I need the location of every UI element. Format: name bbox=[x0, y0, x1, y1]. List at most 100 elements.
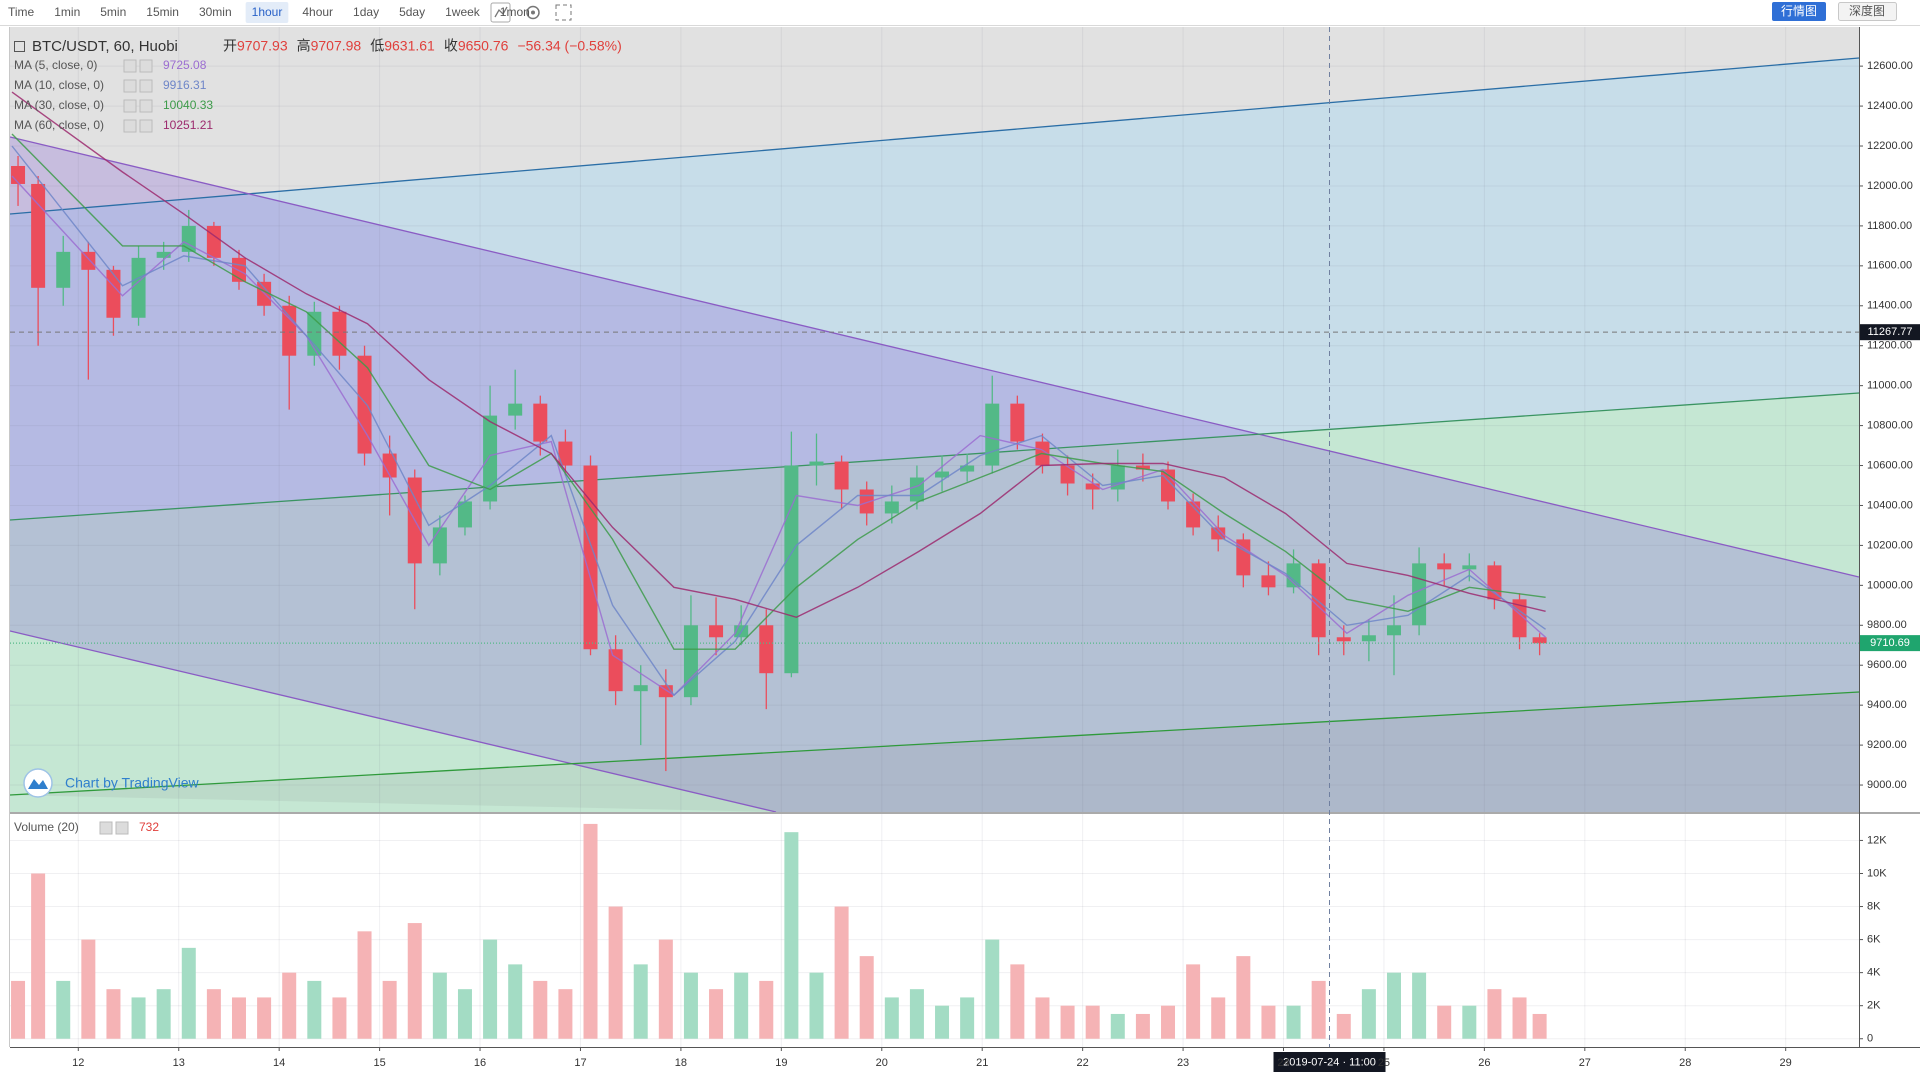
volume-bar bbox=[533, 980, 548, 1039]
indicator-button[interactable] bbox=[490, 2, 511, 23]
y-tick-label: 10200.00 bbox=[1867, 539, 1913, 551]
chart-view-button[interactable] bbox=[1772, 2, 1826, 21]
x-tick-label: 25 bbox=[1378, 1057, 1390, 1069]
ma-legend-value: 9725.08 bbox=[163, 58, 207, 72]
drawings bbox=[10, 27, 1859, 812]
volume-bar bbox=[1336, 1013, 1351, 1039]
volume-bar bbox=[859, 956, 874, 1039]
ma-remove[interactable] bbox=[139, 99, 153, 113]
trend-line[interactable] bbox=[10, 392, 1859, 521]
x-tick-label: 15 bbox=[373, 1057, 385, 1069]
y-tick-label: 12600.00 bbox=[1867, 60, 1913, 72]
volume-remove[interactable] bbox=[115, 821, 129, 835]
ma-line bbox=[11, 133, 1546, 650]
y-tick-label: 11400.00 bbox=[1867, 300, 1912, 312]
volume-bar bbox=[282, 972, 297, 1039]
volume-bar bbox=[1311, 980, 1326, 1039]
ma-settings[interactable] bbox=[123, 119, 137, 133]
depth-view-button[interactable] bbox=[1838, 2, 1897, 21]
ma-line bbox=[11, 145, 1547, 697]
volume-bar bbox=[734, 972, 749, 1039]
interval-button[interactable]: 5day bbox=[399, 5, 425, 19]
candle-body bbox=[658, 685, 673, 698]
tradingview-logo[interactable] bbox=[23, 768, 53, 798]
crosshair-time-box bbox=[1273, 1052, 1386, 1072]
y-tick-label: 10600.00 bbox=[1867, 459, 1913, 471]
interval-button[interactable]: 15min bbox=[146, 5, 179, 19]
volume-bar bbox=[1487, 989, 1502, 1039]
ma-remove[interactable] bbox=[139, 59, 153, 73]
candle-body bbox=[608, 649, 623, 692]
candle-body bbox=[985, 403, 1000, 466]
settings-button[interactable] bbox=[526, 5, 540, 20]
volume-bar bbox=[106, 989, 121, 1039]
y-tick-label: 9600.00 bbox=[1867, 659, 1907, 671]
watermark[interactable]: Chart by TradingView bbox=[65, 775, 199, 791]
interval-button[interactable]: 1hour bbox=[252, 5, 283, 19]
interval-button[interactable]: 4hour bbox=[302, 5, 333, 19]
ma-settings[interactable] bbox=[123, 99, 137, 113]
candle-body bbox=[1135, 465, 1150, 470]
volume-bar bbox=[1186, 964, 1201, 1039]
candle-body bbox=[1386, 625, 1401, 636]
candle-body bbox=[1437, 563, 1452, 570]
interval-button[interactable]: 1min bbox=[54, 5, 80, 19]
interval-button[interactable]: 1mon bbox=[500, 5, 530, 19]
ma-legend-name: MA (30, close, 0) bbox=[14, 98, 104, 112]
trend-line[interactable] bbox=[10, 691, 1859, 796]
y-tick-label: 12400.00 bbox=[1867, 100, 1913, 112]
toolbar bbox=[0, 0, 1920, 25]
ohlc-label: 低 bbox=[370, 38, 384, 54]
candle-body bbox=[282, 305, 297, 356]
volume-bar bbox=[457, 989, 472, 1039]
volume-settings[interactable] bbox=[99, 821, 113, 835]
volume-bar bbox=[834, 906, 849, 1039]
volume-bar bbox=[1035, 997, 1050, 1039]
volume-bar bbox=[332, 997, 347, 1039]
volume-bar bbox=[1437, 1005, 1452, 1039]
y-tick-label: 9400.00 bbox=[1867, 699, 1907, 711]
interval-button[interactable]: 1week bbox=[445, 5, 481, 19]
y-tick-label: 9000.00 bbox=[1867, 779, 1907, 791]
ohlc-value: 9631.61 bbox=[384, 38, 435, 54]
x-tick-label: 29 bbox=[1780, 1057, 1792, 1069]
interval-button[interactable]: 30min bbox=[199, 5, 232, 19]
x-tick-label: 18 bbox=[675, 1057, 687, 1069]
ma-remove[interactable] bbox=[139, 79, 153, 93]
ma-remove[interactable] bbox=[139, 119, 153, 133]
depth-view-label[interactable]: 深度图 bbox=[1849, 3, 1885, 18]
fullscreen-button[interactable] bbox=[555, 4, 572, 21]
candle-body bbox=[1186, 501, 1201, 528]
candle-body bbox=[382, 453, 397, 478]
volume-bar bbox=[357, 931, 372, 1039]
volume-bar bbox=[985, 939, 1000, 1039]
volume-bar bbox=[1462, 1005, 1477, 1039]
ma-settings[interactable] bbox=[123, 79, 137, 93]
collapse-icon[interactable] bbox=[14, 41, 25, 52]
x-tick-label: 19 bbox=[775, 1057, 787, 1069]
interval-button[interactable]: 5min bbox=[100, 5, 126, 19]
candle-body bbox=[1286, 563, 1301, 588]
interval-button[interactable]: Time bbox=[8, 5, 35, 19]
volume-bar bbox=[483, 939, 498, 1039]
x-tick-label: 26 bbox=[1478, 1057, 1490, 1069]
volume-bar bbox=[382, 980, 397, 1039]
candle-body bbox=[960, 465, 975, 472]
indicator-icon bbox=[494, 6, 508, 18]
trend-line[interactable] bbox=[10, 57, 1859, 215]
ma-settings[interactable] bbox=[123, 59, 137, 73]
volume-bar bbox=[156, 989, 171, 1039]
ma-legend-name: MA (10, close, 0) bbox=[14, 78, 104, 92]
trend-line[interactable] bbox=[10, 136, 1859, 578]
interval-button[interactable]: 1day bbox=[353, 5, 379, 19]
y-tick-label: 11800.00 bbox=[1867, 220, 1912, 232]
volume-bar bbox=[1361, 989, 1376, 1039]
chart-view-label[interactable]: 行情图 bbox=[1781, 4, 1817, 18]
volume-bar bbox=[1085, 1005, 1100, 1039]
candle-body bbox=[558, 441, 573, 466]
volume-bar bbox=[759, 980, 774, 1039]
volume-bar bbox=[1412, 972, 1427, 1039]
trend-line[interactable] bbox=[10, 630, 777, 812]
candle-body bbox=[1532, 637, 1547, 644]
ohlc-label: 高 bbox=[297, 38, 311, 54]
